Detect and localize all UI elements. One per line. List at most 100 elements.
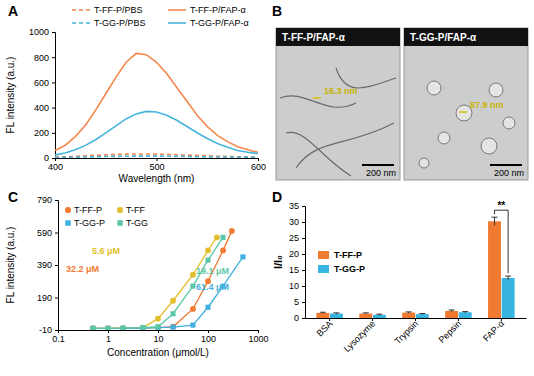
tick-label: 15 bbox=[289, 265, 299, 275]
legend-swatch bbox=[72, 9, 90, 11]
data-point bbox=[140, 325, 146, 330]
data-point bbox=[140, 326, 145, 331]
legend-item: T-GG-P/FAP-α bbox=[168, 18, 249, 28]
bar bbox=[402, 313, 415, 318]
series-line bbox=[55, 111, 258, 154]
legend-label: T-FF-P bbox=[74, 205, 102, 215]
error-bar-cap bbox=[376, 314, 382, 315]
data-point bbox=[190, 284, 195, 289]
error-bar bbox=[333, 313, 339, 314]
tick-label: FAP-α bbox=[481, 318, 506, 343]
tick: 20 bbox=[289, 249, 305, 259]
tick-mark bbox=[302, 238, 305, 239]
tick-label: 190 bbox=[37, 293, 52, 303]
tick: 10 bbox=[153, 330, 163, 344]
data-point bbox=[90, 325, 96, 330]
data-point bbox=[105, 325, 111, 330]
tick-mark bbox=[52, 32, 55, 33]
error-bar bbox=[492, 217, 498, 225]
y-axis-title: I/I₀ bbox=[272, 255, 284, 269]
error-bar bbox=[462, 312, 468, 313]
tick: 800 bbox=[34, 53, 55, 63]
tick-label: 500 bbox=[149, 162, 164, 172]
tick: 100 bbox=[201, 330, 216, 344]
tick-label: 10 bbox=[289, 281, 299, 291]
bar bbox=[459, 312, 472, 318]
tick: 200 bbox=[34, 128, 55, 138]
data-point bbox=[205, 305, 210, 310]
axis-line bbox=[59, 331, 259, 334]
tick: 1 bbox=[106, 330, 111, 344]
tick-label: 10 bbox=[153, 334, 163, 344]
data-point bbox=[105, 325, 111, 330]
tick-label: 590 bbox=[37, 228, 52, 238]
image-background bbox=[276, 28, 400, 180]
tick-mark bbox=[52, 57, 55, 58]
legend-label: T-FF-P/FAP-α bbox=[190, 5, 246, 15]
x-axis-title: Concentration (μmol/L) bbox=[107, 347, 209, 358]
tick: 400 bbox=[48, 158, 63, 172]
data-point bbox=[90, 326, 95, 330]
tick-mark bbox=[258, 158, 259, 161]
error-bar-cap bbox=[333, 312, 339, 313]
y-axis: 05101520253035 bbox=[289, 201, 306, 323]
image-header bbox=[276, 28, 400, 46]
fiber bbox=[336, 68, 396, 88]
tick-mark bbox=[302, 302, 305, 303]
image-title: T-FF-P/FAP-α bbox=[282, 32, 346, 43]
image-background bbox=[404, 28, 528, 180]
tick-mark bbox=[55, 200, 58, 201]
series-line bbox=[55, 154, 258, 157]
legend-swatch bbox=[65, 220, 70, 225]
data-point bbox=[214, 234, 220, 240]
legend-item: T-GG-P bbox=[318, 264, 365, 274]
error-bar bbox=[505, 276, 511, 280]
tick: 25 bbox=[289, 233, 305, 243]
legend-swatch bbox=[117, 207, 123, 213]
legend: T-FF-P T-GG-P bbox=[318, 250, 365, 274]
error-bar-stem bbox=[508, 276, 509, 280]
data-point bbox=[155, 325, 161, 330]
vesicle bbox=[503, 117, 515, 129]
legend-swatch bbox=[168, 9, 186, 11]
axis-line bbox=[302, 207, 306, 319]
legend-label: T-FF-P bbox=[334, 250, 362, 260]
tick-mark bbox=[55, 265, 58, 266]
scale-bar-label: 200 nm bbox=[366, 168, 396, 178]
bar bbox=[359, 314, 372, 318]
legend-item: T-GG bbox=[117, 218, 148, 228]
legend-swatch bbox=[318, 265, 329, 273]
measure-mark bbox=[313, 97, 321, 99]
size-annotation: 87.9 nm bbox=[470, 100, 504, 110]
axis-line bbox=[52, 33, 56, 159]
tick-mark bbox=[52, 82, 55, 83]
series-line bbox=[93, 231, 232, 329]
tick-label: 600 bbox=[34, 78, 49, 88]
tick: 5 bbox=[294, 297, 305, 307]
tick-label: 1000 bbox=[248, 334, 268, 344]
tick: BSA bbox=[315, 318, 335, 338]
data-point bbox=[205, 247, 211, 253]
data-point bbox=[90, 325, 96, 330]
bar bbox=[502, 278, 515, 318]
annotation: 32.2 μM bbox=[66, 264, 99, 274]
bar bbox=[373, 315, 386, 318]
error-bar-cap bbox=[406, 311, 412, 312]
data-point bbox=[120, 325, 126, 330]
tick-label: 790 bbox=[37, 195, 52, 205]
data-point bbox=[171, 311, 176, 316]
x-axis: 0.1 1 10 100 1000 bbox=[52, 330, 268, 344]
data-point bbox=[205, 258, 210, 263]
tick-label: 0.1 bbox=[52, 334, 65, 344]
tick: 35 bbox=[289, 201, 305, 211]
tick: Pepsin bbox=[437, 318, 464, 345]
tick-mark bbox=[52, 133, 55, 134]
tick: 400 bbox=[34, 103, 55, 113]
tick-mark bbox=[158, 330, 159, 333]
tick-label: Trypsin bbox=[393, 318, 421, 346]
vesicle bbox=[427, 81, 441, 95]
annotation: 5.6 μM bbox=[92, 246, 120, 256]
significance: ** bbox=[495, 200, 509, 273]
legend-item: T-GG-P/PBS bbox=[72, 18, 146, 28]
x-axis: BSALysozymeTrypsinPepsinFAP-α bbox=[306, 318, 527, 354]
